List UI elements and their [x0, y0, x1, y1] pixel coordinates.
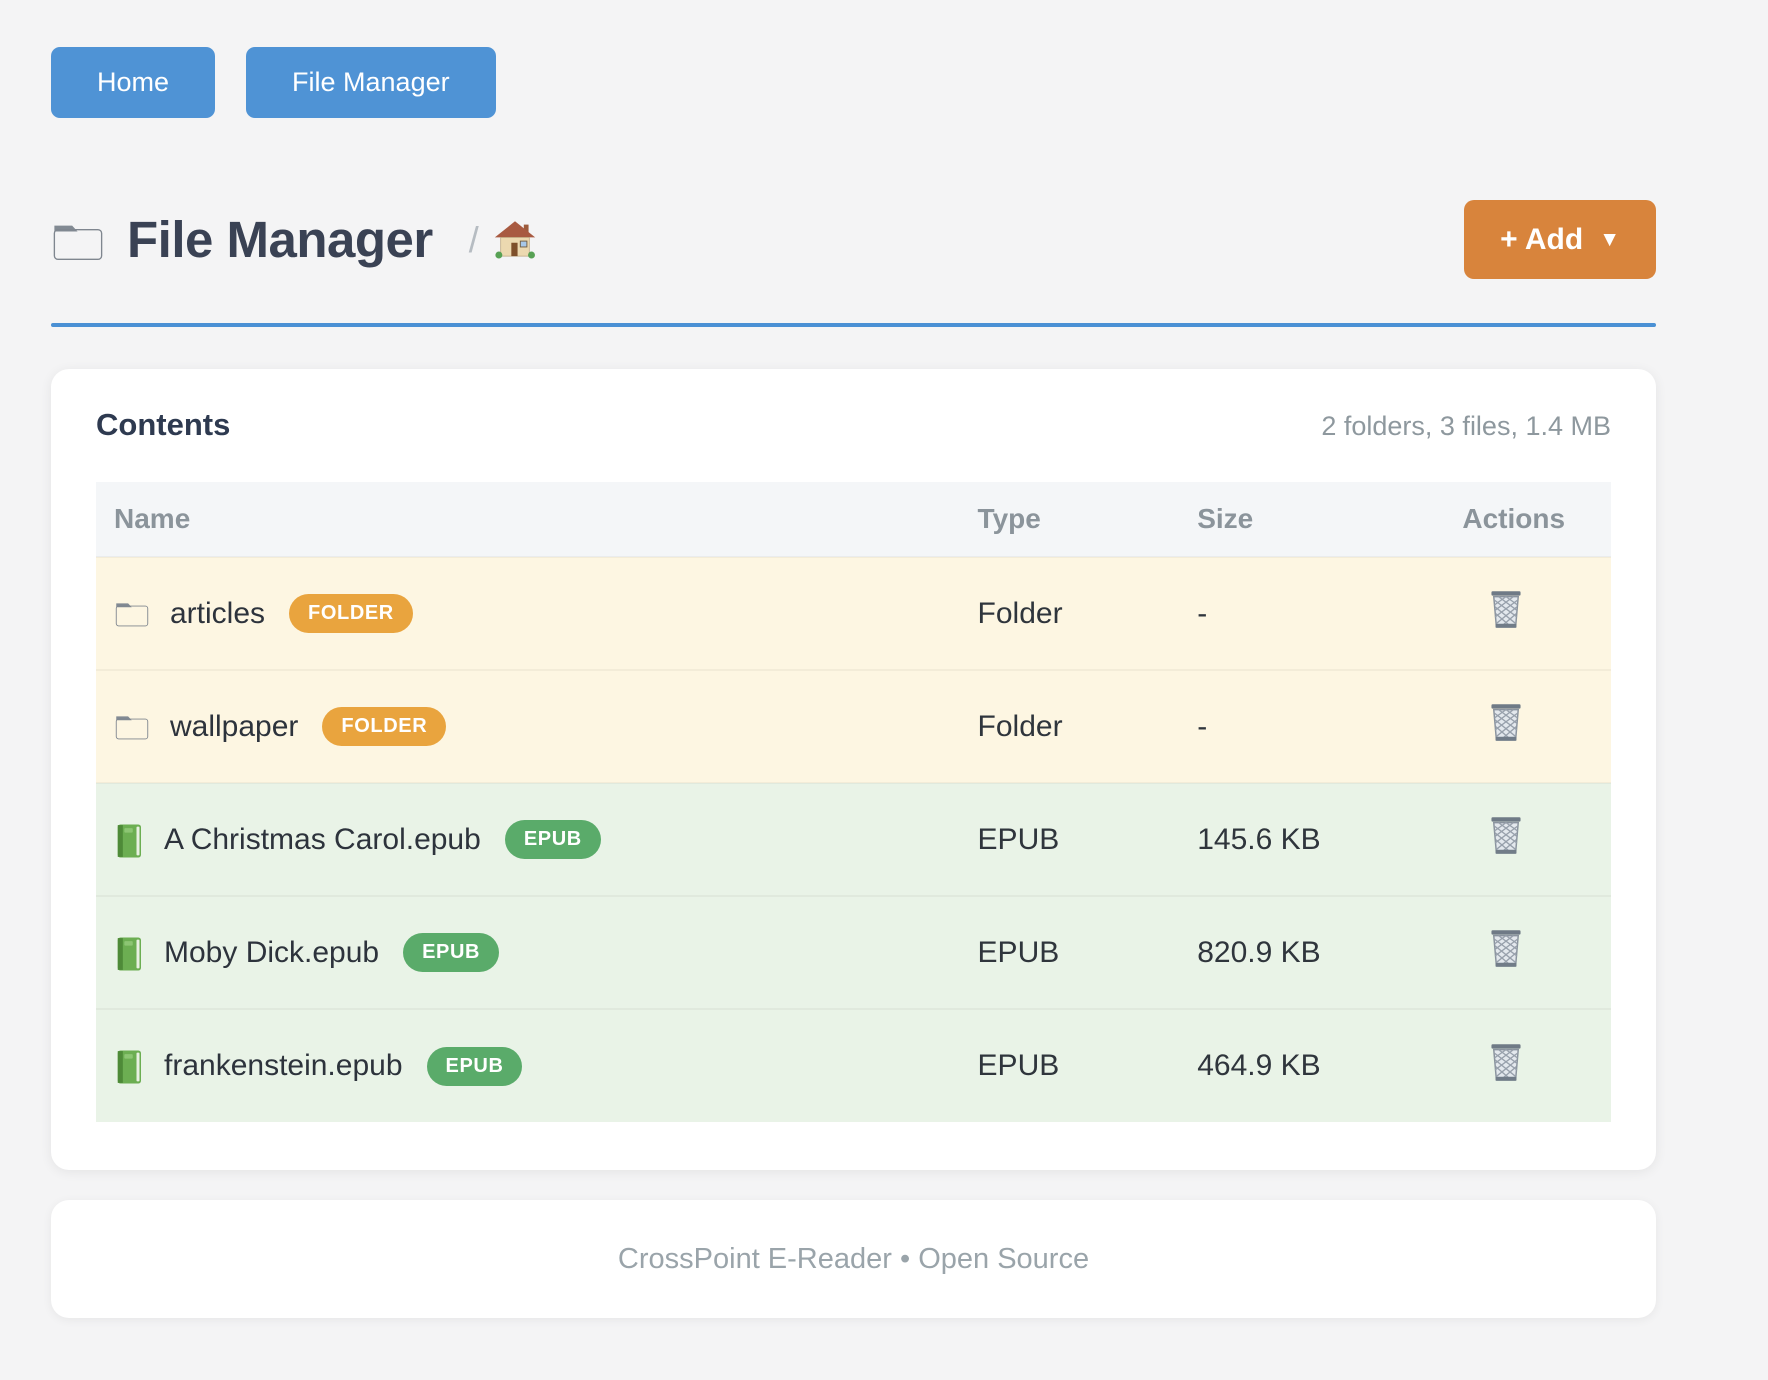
page-header: File Manager / + Add ▼	[51, 200, 1656, 279]
breadcrumb-separator: /	[468, 218, 479, 260]
home-button[interactable]: Home	[51, 47, 216, 118]
file-name[interactable]: articles	[170, 596, 266, 630]
table-row[interactable]: Moby Dick.epub EPUB EPUB 820.9 KB	[96, 896, 1611, 1009]
type-cell: Folder	[977, 596, 1063, 630]
home-icon[interactable]	[493, 218, 537, 262]
size-cell: -	[1197, 709, 1208, 743]
trash-icon	[1486, 927, 1526, 970]
size-cell: 464.9 KB	[1197, 1049, 1321, 1082]
delete-button[interactable]	[1486, 588, 1526, 631]
file-table: Name Type Size Actions articles FOLDER	[96, 482, 1611, 1122]
column-header-size: Size	[1179, 482, 1445, 557]
size-cell: -	[1197, 596, 1208, 630]
trash-icon	[1486, 588, 1526, 631]
top-nav: Home File Manager	[51, 0, 1656, 118]
folder-icon	[51, 217, 105, 263]
type-badge: FOLDER	[322, 707, 447, 746]
book-icon	[114, 936, 144, 970]
delete-button[interactable]	[1486, 1041, 1526, 1084]
footer: CrossPoint E-Reader • Open Source	[51, 1200, 1656, 1318]
table-row[interactable]: articles FOLDER Folder -	[96, 557, 1611, 670]
trash-icon	[1486, 1041, 1526, 1084]
title-divider	[51, 323, 1656, 327]
file-name[interactable]: frankenstein.epub	[164, 1049, 403, 1082]
type-cell: EPUB	[977, 1049, 1060, 1082]
add-button[interactable]: + Add ▼	[1464, 200, 1656, 279]
chevron-down-icon: ▼	[1599, 228, 1620, 251]
column-header-name: Name	[96, 482, 960, 557]
type-badge: EPUB	[403, 933, 500, 972]
file-name[interactable]: A Christmas Carol.epub	[164, 822, 481, 856]
table-row[interactable]: frankenstein.epub EPUB EPUB 464.9 KB	[96, 1009, 1611, 1122]
add-button-label: + Add	[1500, 222, 1584, 256]
delete-button[interactable]	[1486, 701, 1526, 744]
contents-summary: 2 folders, 3 files, 1.4 MB	[1321, 411, 1611, 441]
type-cell: EPUB	[977, 935, 1060, 969]
table-row[interactable]: A Christmas Carol.epub EPUB EPUB 145.6 K…	[96, 783, 1611, 896]
book-icon	[114, 1049, 144, 1084]
type-badge: FOLDER	[289, 594, 413, 633]
folder-icon	[114, 598, 150, 630]
table-header-row: Name Type Size Actions	[96, 482, 1611, 557]
delete-button[interactable]	[1486, 927, 1526, 970]
page: Home File Manager File Manager / + A	[51, 0, 1656, 1318]
contents-heading: Contents	[96, 407, 231, 442]
trash-icon	[1486, 814, 1526, 857]
type-badge: EPUB	[504, 820, 601, 859]
size-cell: 145.6 KB	[1197, 822, 1321, 856]
type-cell: EPUB	[977, 822, 1060, 856]
column-header-actions: Actions	[1444, 482, 1611, 557]
column-header-type: Type	[959, 482, 1180, 557]
contents-card: Contents 2 folders, 3 files, 1.4 MB Name…	[51, 369, 1656, 1170]
file-name[interactable]: Moby Dick.epub	[164, 935, 380, 969]
file-manager-button[interactable]: File Manager	[246, 47, 496, 118]
footer-text: CrossPoint E-Reader • Open Source	[617, 1242, 1090, 1275]
type-cell: Folder	[977, 709, 1063, 743]
delete-button[interactable]	[1486, 814, 1526, 857]
page-title: File Manager	[127, 211, 433, 268]
size-cell: 820.9 KB	[1197, 935, 1321, 969]
table-body: articles FOLDER Folder -	[96, 557, 1611, 1122]
type-badge: EPUB	[426, 1046, 523, 1086]
folder-icon	[114, 711, 150, 743]
trash-icon	[1486, 701, 1526, 744]
table-row[interactable]: wallpaper FOLDER Folder -	[96, 670, 1611, 783]
book-icon	[114, 823, 144, 857]
file-name[interactable]: wallpaper	[170, 709, 299, 743]
